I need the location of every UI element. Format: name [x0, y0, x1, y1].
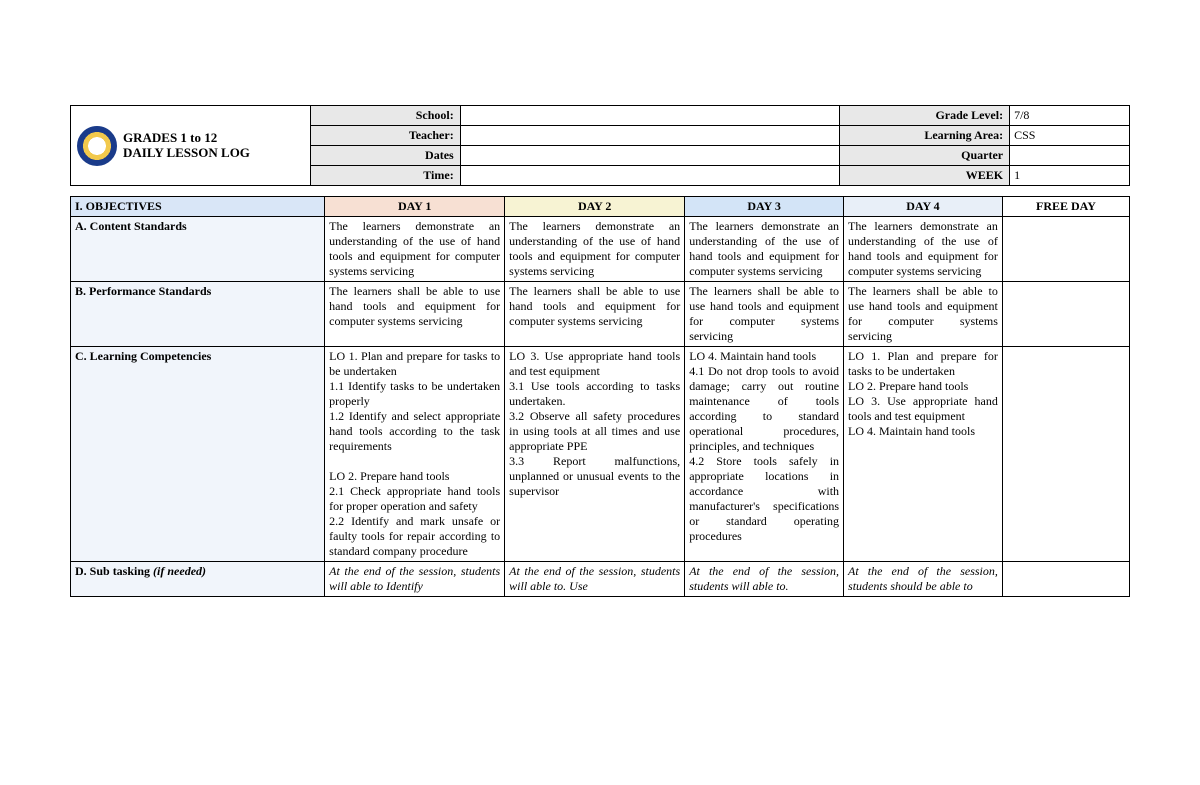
label-learning-area: Learning Area: [840, 126, 1010, 146]
label-content-standards: A. Content Standards [71, 217, 325, 282]
ps-day4: The learners shall be able to use hand t… [844, 282, 1003, 347]
objectives-table: I. OBJECTIVES DAY 1 DAY 2 DAY 3 DAY 4 FR… [70, 196, 1130, 597]
col-free: FREE DAY [1002, 197, 1129, 217]
lc-day2: LO 3. Use appropriate hand tools and tes… [505, 347, 685, 562]
value-dates [460, 146, 840, 166]
deped-logo-icon [77, 126, 117, 166]
row-sub-tasking: D. Sub tasking (if needed) At the end of… [71, 562, 1130, 597]
label-sub-tasking: D. Sub tasking (if needed) [71, 562, 325, 597]
value-learning-area: CSS [1010, 126, 1130, 146]
title-line1: GRADES 1 to 12 [123, 130, 217, 145]
label-school: School: [310, 106, 460, 126]
value-teacher [460, 126, 840, 146]
value-grade-level: 7/8 [1010, 106, 1130, 126]
st-day1: At the end of the session, students will… [325, 562, 505, 597]
value-quarter [1010, 146, 1130, 166]
value-time [460, 166, 840, 186]
col-day4: DAY 4 [844, 197, 1003, 217]
lesson-log-header-table: GRADES 1 to 12 DAILY LESSON LOG School: … [70, 105, 1130, 186]
spacer [70, 186, 1130, 196]
label-teacher: Teacher: [310, 126, 460, 146]
col-day1: DAY 1 [325, 197, 505, 217]
st-day4: At the end of the session, students shou… [844, 562, 1003, 597]
value-week: 1 [1010, 166, 1130, 186]
title-line2: DAILY LESSON LOG [123, 145, 250, 160]
cs-day3: The learners demonstrate an understandin… [685, 217, 844, 282]
st-free [1002, 562, 1129, 597]
col-day3: DAY 3 [685, 197, 844, 217]
title-cell: GRADES 1 to 12 DAILY LESSON LOG [71, 106, 311, 186]
label-quarter: Quarter [840, 146, 1010, 166]
label-grade-level: Grade Level: [840, 106, 1010, 126]
label-dates: Dates [310, 146, 460, 166]
row-content-standards: A. Content Standards The learners demons… [71, 217, 1130, 282]
col-day2: DAY 2 [505, 197, 685, 217]
cs-free [1002, 217, 1129, 282]
label-performance-standards: B. Performance Standards [71, 282, 325, 347]
section-title: I. OBJECTIVES [71, 197, 325, 217]
label-learning-competencies: C. Learning Competencies [71, 347, 325, 562]
st-day2: At the end of the session, students will… [505, 562, 685, 597]
lc-free [1002, 347, 1129, 562]
label-week: WEEK [840, 166, 1010, 186]
ps-day1: The learners shall be able to use hand t… [325, 282, 505, 347]
st-day3: At the end of the session, students will… [685, 562, 844, 597]
cs-day4: The learners demonstrate an understandin… [844, 217, 1003, 282]
lc-day1: LO 1. Plan and prepare for tasks to be u… [325, 347, 505, 562]
ps-day3: The learners shall be able to use hand t… [685, 282, 844, 347]
lc-day3: LO 4. Maintain hand tools 4.1 Do not dro… [685, 347, 844, 562]
ps-day2: The learners shall be able to use hand t… [505, 282, 685, 347]
ps-free [1002, 282, 1129, 347]
lc-day4: LO 1. Plan and prepare for tasks to be u… [844, 347, 1003, 562]
value-school [460, 106, 840, 126]
cs-day1: The learners demonstrate an understandin… [325, 217, 505, 282]
row-performance-standards: B. Performance Standards The learners sh… [71, 282, 1130, 347]
cs-day2: The learners demonstrate an understandin… [505, 217, 685, 282]
row-learning-competencies: C. Learning Competencies LO 1. Plan and … [71, 347, 1130, 562]
label-time: Time: [310, 166, 460, 186]
